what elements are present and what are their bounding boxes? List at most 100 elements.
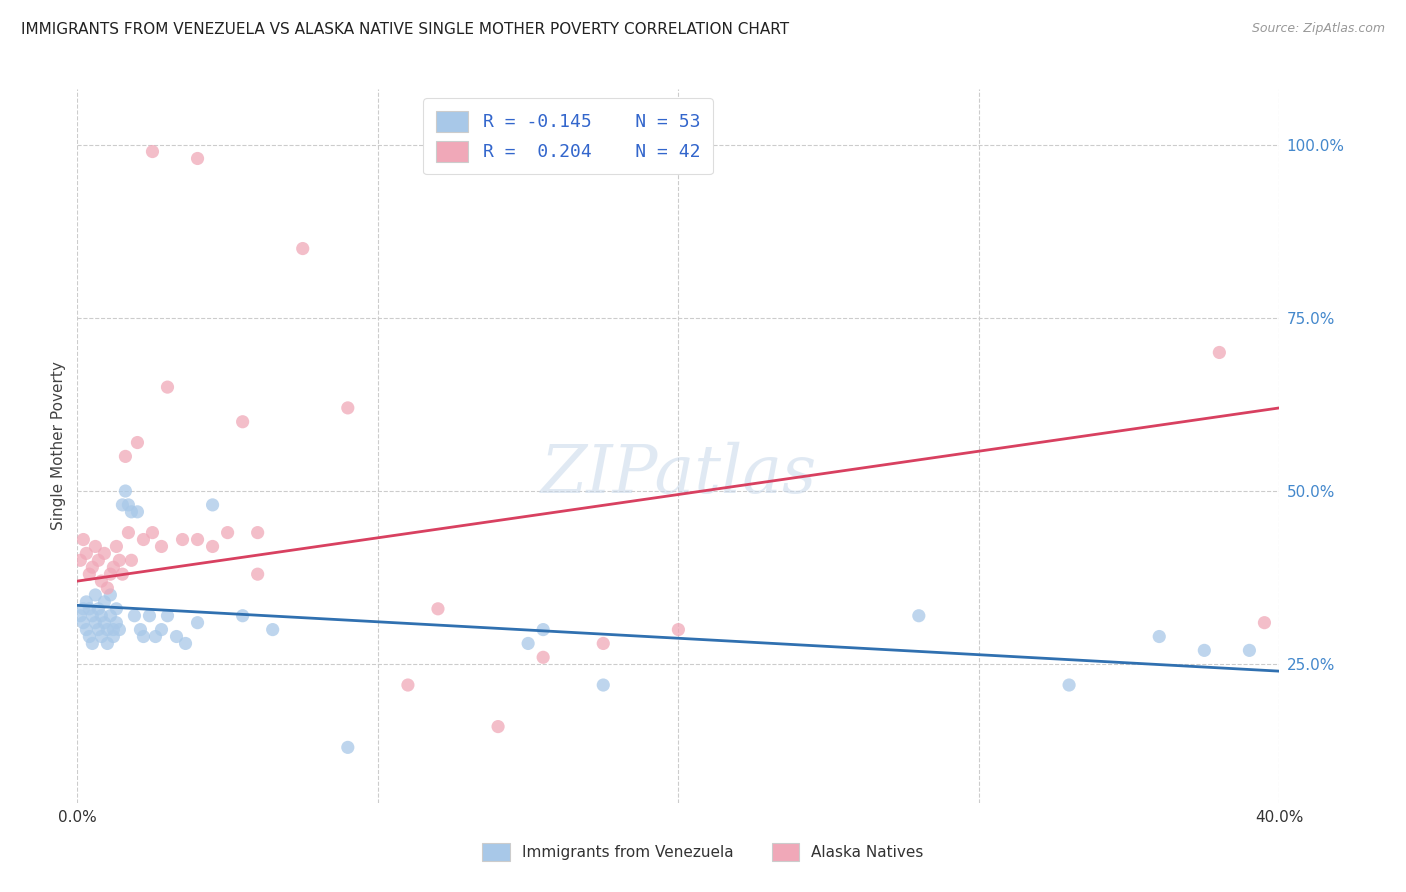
Point xyxy=(187,615,209,630)
Point xyxy=(1239,643,1261,657)
Point xyxy=(108,623,131,637)
Point xyxy=(132,630,155,644)
Point xyxy=(172,533,194,547)
Point xyxy=(82,636,104,650)
Point xyxy=(1253,615,1275,630)
Point xyxy=(103,623,125,637)
Point xyxy=(100,608,122,623)
Point xyxy=(138,608,160,623)
Point xyxy=(127,435,149,450)
Point xyxy=(100,567,122,582)
Point xyxy=(93,546,115,560)
Point xyxy=(396,678,419,692)
Point xyxy=(592,636,614,650)
Point xyxy=(592,678,614,692)
Point xyxy=(105,615,128,630)
Point xyxy=(72,615,94,630)
Point xyxy=(127,505,149,519)
Point xyxy=(87,553,110,567)
Point xyxy=(187,152,209,166)
Point xyxy=(87,602,110,616)
Point xyxy=(72,533,94,547)
Point xyxy=(84,540,107,554)
Point xyxy=(336,740,359,755)
Text: Source: ZipAtlas.com: Source: ZipAtlas.com xyxy=(1251,22,1385,36)
Point xyxy=(336,401,359,415)
Point xyxy=(486,720,509,734)
Point xyxy=(668,623,690,637)
Point xyxy=(124,608,146,623)
Point xyxy=(114,450,136,464)
Point xyxy=(145,630,167,644)
Point xyxy=(1149,630,1171,644)
Point xyxy=(75,623,97,637)
Point xyxy=(75,546,97,560)
Point xyxy=(100,588,122,602)
Point xyxy=(531,623,554,637)
Point xyxy=(141,525,163,540)
Point xyxy=(90,608,112,623)
Point xyxy=(87,623,110,637)
Point xyxy=(90,574,112,588)
Point xyxy=(114,483,136,498)
Point xyxy=(1057,678,1080,692)
Point xyxy=(120,505,142,519)
Point xyxy=(84,615,107,630)
Point xyxy=(156,380,179,394)
Point xyxy=(105,540,128,554)
Point xyxy=(96,623,118,637)
Point xyxy=(79,602,101,616)
Point xyxy=(217,525,239,540)
Point xyxy=(93,595,115,609)
Point xyxy=(75,595,97,609)
Point xyxy=(246,567,269,582)
Point xyxy=(82,608,104,623)
Point xyxy=(79,630,101,644)
Point xyxy=(103,560,125,574)
Point xyxy=(111,498,134,512)
Point xyxy=(291,242,314,256)
Point xyxy=(69,608,91,623)
Point xyxy=(531,650,554,665)
Point xyxy=(79,567,101,582)
Point xyxy=(908,608,931,623)
Point xyxy=(111,567,134,582)
Point xyxy=(246,525,269,540)
Point xyxy=(72,602,94,616)
Point xyxy=(105,602,128,616)
Point xyxy=(427,602,450,616)
Point xyxy=(201,498,224,512)
Point xyxy=(232,415,254,429)
Legend: R = -0.145    N = 53, R =  0.204    N = 42: R = -0.145 N = 53, R = 0.204 N = 42 xyxy=(423,98,713,174)
Point xyxy=(69,553,91,567)
Point xyxy=(132,533,155,547)
Point xyxy=(103,630,125,644)
Point xyxy=(150,623,173,637)
Point xyxy=(82,560,104,574)
Point xyxy=(117,525,139,540)
Point xyxy=(84,588,107,602)
Point xyxy=(90,630,112,644)
Point xyxy=(96,581,118,595)
Point xyxy=(93,615,115,630)
Point xyxy=(187,533,209,547)
Point xyxy=(201,540,224,554)
Point xyxy=(150,540,173,554)
Point xyxy=(120,553,142,567)
Point xyxy=(1194,643,1216,657)
Point xyxy=(262,623,284,637)
Point xyxy=(117,498,139,512)
Point xyxy=(141,145,163,159)
Legend: Immigrants from Venezuela, Alaska Natives: Immigrants from Venezuela, Alaska Native… xyxy=(477,837,929,867)
Point xyxy=(166,630,188,644)
Point xyxy=(232,608,254,623)
Point xyxy=(129,623,152,637)
Text: IMMIGRANTS FROM VENEZUELA VS ALASKA NATIVE SINGLE MOTHER POVERTY CORRELATION CHA: IMMIGRANTS FROM VENEZUELA VS ALASKA NATI… xyxy=(21,22,789,37)
Point xyxy=(108,553,131,567)
Point xyxy=(174,636,197,650)
Y-axis label: Single Mother Poverty: Single Mother Poverty xyxy=(51,361,66,531)
Point xyxy=(517,636,540,650)
Point xyxy=(1208,345,1230,359)
Point xyxy=(96,636,118,650)
Text: ZIPatlas: ZIPatlas xyxy=(540,442,817,508)
